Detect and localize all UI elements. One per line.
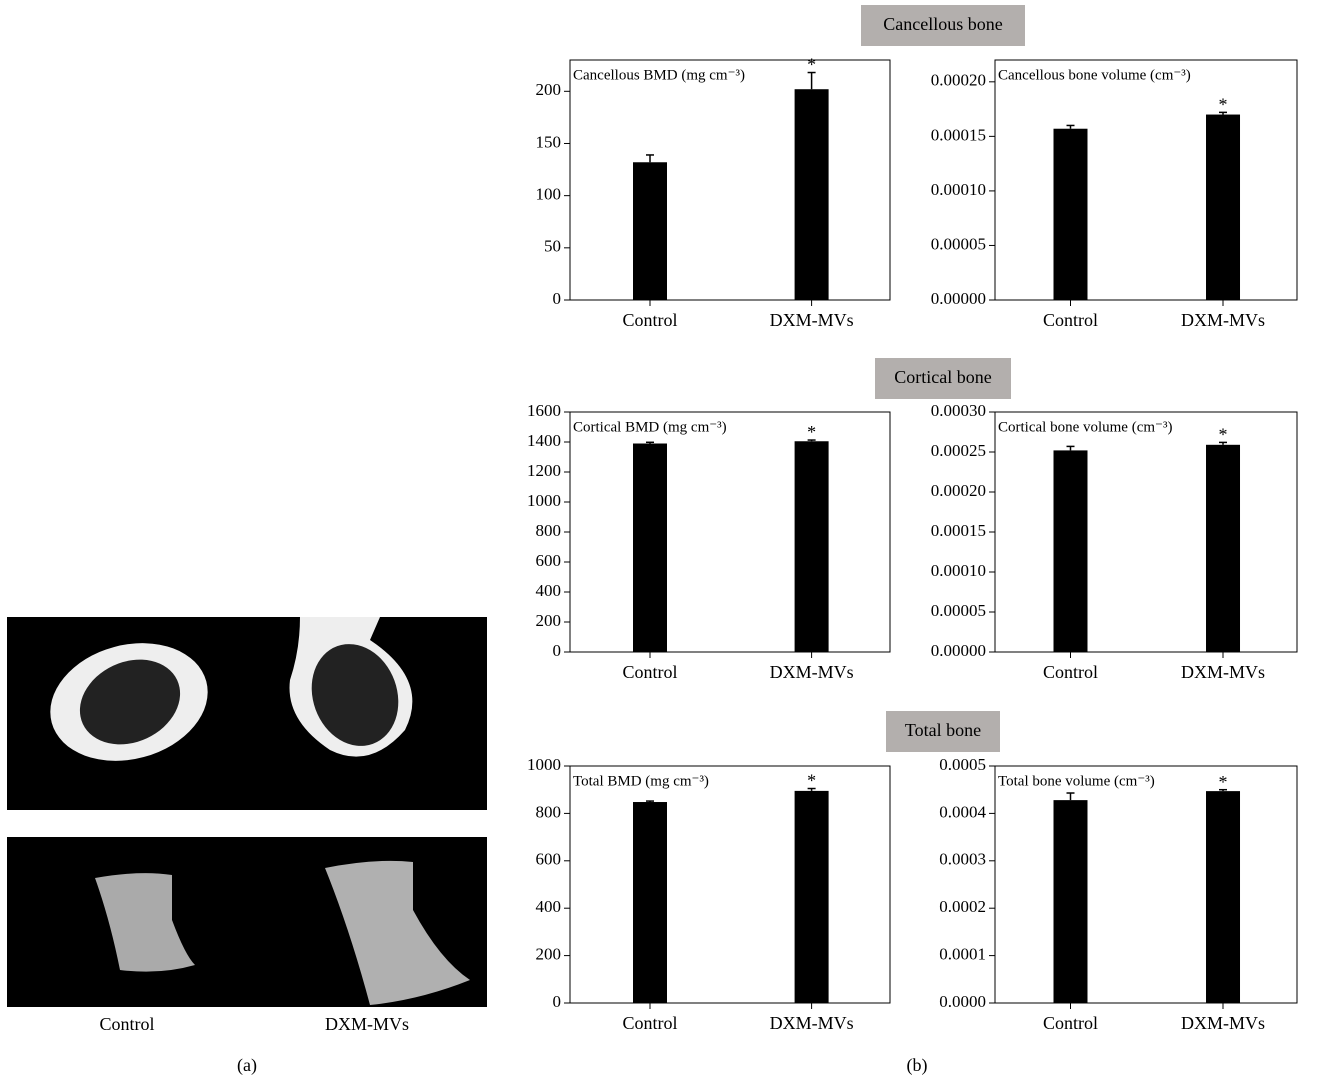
y-tick-label: 0.0002 xyxy=(939,897,986,916)
section-title: Cortical bone xyxy=(894,367,991,387)
y-tick-label: 800 xyxy=(536,802,562,821)
y-tick-label: 0.00010 xyxy=(931,180,986,199)
x-tick-label: Control xyxy=(622,1013,677,1033)
y-tick-label: 200 xyxy=(536,611,562,630)
y-tick-label: 0.00015 xyxy=(931,521,986,540)
bar xyxy=(1054,129,1088,300)
plot-frame xyxy=(570,766,890,1003)
y-tick-label: 1200 xyxy=(527,461,561,480)
significance-mark: * xyxy=(1219,772,1228,792)
y-tick-label: 1000 xyxy=(527,491,561,510)
plot-frame xyxy=(570,60,890,300)
y-axis-label: Cortical bone volume (cm⁻³) xyxy=(998,419,1172,435)
y-tick-label: 0.0005 xyxy=(939,755,986,774)
bar xyxy=(1054,450,1088,652)
y-tick-label: 0.0003 xyxy=(939,850,986,869)
plot-frame xyxy=(995,766,1297,1003)
y-tick-label: 1400 xyxy=(527,431,561,450)
y-tick-label: 600 xyxy=(536,551,562,570)
x-tick-label: DXM-MVs xyxy=(1181,662,1265,682)
y-tick-label: 150 xyxy=(536,132,562,151)
y-tick-label: 600 xyxy=(536,850,562,869)
y-tick-label: 0.00020 xyxy=(931,481,986,500)
bar xyxy=(795,791,829,1003)
y-tick-label: 200 xyxy=(536,945,562,964)
x-tick-label: Control xyxy=(622,662,677,682)
y-tick-label: 100 xyxy=(536,185,562,204)
significance-mark: * xyxy=(807,771,816,791)
y-axis-label: Cancellous bone volume (cm⁻³) xyxy=(998,67,1191,83)
y-tick-label: 0.0000 xyxy=(939,992,986,1011)
panel-label: (a) xyxy=(237,1055,257,1076)
image-caption: DXM-MVs xyxy=(325,1014,409,1034)
x-tick-label: Control xyxy=(1043,662,1098,682)
bar xyxy=(633,802,667,1003)
significance-mark: * xyxy=(1219,425,1228,445)
x-tick-label: Control xyxy=(622,310,677,330)
bar xyxy=(1206,791,1240,1003)
plot-frame xyxy=(995,60,1297,300)
bar xyxy=(633,444,667,653)
y-tick-label: 0.00005 xyxy=(931,601,986,620)
bar xyxy=(1206,445,1240,652)
x-tick-label: DXM-MVs xyxy=(770,662,854,682)
y-tick-label: 0.00005 xyxy=(931,234,986,253)
x-tick-label: DXM-MVs xyxy=(770,1013,854,1033)
y-axis-label: Total bone volume (cm⁻³) xyxy=(998,773,1155,789)
y-tick-label: 0.0004 xyxy=(939,802,986,821)
y-tick-label: 0 xyxy=(553,641,562,660)
x-tick-label: DXM-MVs xyxy=(770,310,854,330)
y-tick-label: 400 xyxy=(536,897,562,916)
x-tick-label: DXM-MVs xyxy=(1181,1013,1265,1033)
y-tick-label: 0.00010 xyxy=(931,561,986,580)
significance-mark: * xyxy=(1219,94,1228,114)
y-axis-label: Total BMD (mg cm⁻³) xyxy=(573,773,709,789)
bar xyxy=(795,441,829,652)
x-tick-label: DXM-MVs xyxy=(1181,310,1265,330)
y-tick-label: 800 xyxy=(536,521,562,540)
significance-mark: * xyxy=(807,55,816,75)
bar xyxy=(633,162,667,300)
y-tick-label: 0.00020 xyxy=(931,71,986,90)
figure: Control DXM-MVs (a) (b) Cancellous bone … xyxy=(0,0,1326,1079)
y-tick-label: 0 xyxy=(553,289,562,308)
bar xyxy=(1054,800,1088,1003)
y-tick-label: 0.00000 xyxy=(931,641,986,660)
plot-frame xyxy=(570,412,890,652)
x-tick-label: Control xyxy=(1043,310,1098,330)
y-tick-label: 1600 xyxy=(527,401,561,420)
image-caption: Control xyxy=(99,1014,154,1034)
y-tick-label: 0.0001 xyxy=(939,945,986,964)
section-title: Total bone xyxy=(905,720,981,740)
y-tick-label: 0.00030 xyxy=(931,401,986,420)
y-tick-label: 400 xyxy=(536,581,562,600)
y-tick-label: 1000 xyxy=(527,755,561,774)
bar xyxy=(1206,115,1240,300)
section-title: Cancellous bone xyxy=(883,14,1002,34)
y-tick-label: 50 xyxy=(544,237,561,256)
y-tick-label: 200 xyxy=(536,80,562,99)
y-tick-label: 0.00025 xyxy=(931,441,986,460)
y-axis-label: Cortical BMD (mg cm⁻³) xyxy=(573,419,727,435)
y-axis-label: Cancellous BMD (mg cm⁻³) xyxy=(573,67,745,83)
y-tick-label: 0.00015 xyxy=(931,125,986,144)
x-tick-label: Control xyxy=(1043,1013,1098,1033)
micro-ct-images xyxy=(7,617,487,1007)
plot-frame xyxy=(995,412,1297,652)
panel-label: (b) xyxy=(907,1055,928,1076)
y-tick-label: 0.00000 xyxy=(931,289,986,308)
bar xyxy=(795,89,829,300)
significance-mark: * xyxy=(807,422,816,442)
y-tick-label: 0 xyxy=(553,992,562,1011)
